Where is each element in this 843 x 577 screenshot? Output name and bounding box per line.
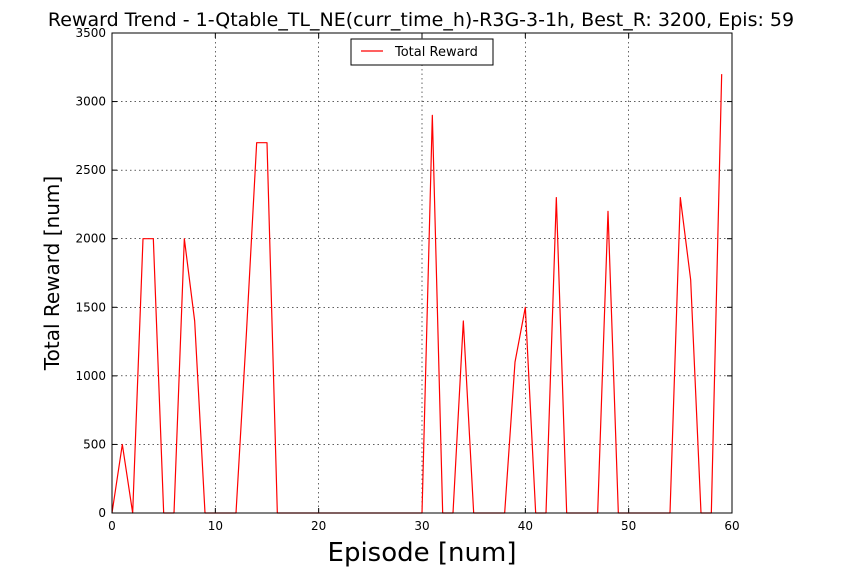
y-tick-label: 3000 [75, 95, 106, 109]
y-tick-label: 3500 [75, 26, 106, 40]
y-tick-label: 1500 [75, 300, 106, 314]
y-tick-label: 2500 [75, 163, 106, 177]
series-layer [111, 74, 723, 514]
x-tick-label: 0 [108, 519, 116, 533]
y-tick-label: 500 [83, 437, 106, 451]
legend-label-total-reward: Total Reward [394, 45, 478, 60]
x-tick-label: 60 [724, 519, 739, 533]
y-tick-label: 2000 [75, 232, 106, 246]
x-tick-label: 30 [414, 519, 429, 533]
series-line-total-reward [111, 74, 723, 514]
axis-ticks: 0 10 20 30 40 50 60 0 500 1000 1500 2000 2500 3000 350… [75, 26, 739, 533]
plot-frame [111, 32, 733, 514]
legend-box [350, 38, 494, 66]
legend: Total Reward [350, 38, 494, 66]
x-tick-label: 50 [621, 519, 636, 533]
x-tick-label: 40 [518, 519, 533, 533]
grid-lines [111, 32, 733, 514]
chart-title: Reward Trend - 1-Qtable_TL_NE(curr_time_… [48, 9, 794, 31]
y-tick-label: 0 [98, 506, 106, 520]
x-axis-label: Episode [num] [328, 538, 517, 568]
x-tick-label: 10 [208, 519, 223, 533]
y-tick-label: 1000 [75, 369, 106, 383]
y-axis-label: Total Reward [num] [40, 176, 64, 371]
x-tick-label: 20 [311, 519, 326, 533]
